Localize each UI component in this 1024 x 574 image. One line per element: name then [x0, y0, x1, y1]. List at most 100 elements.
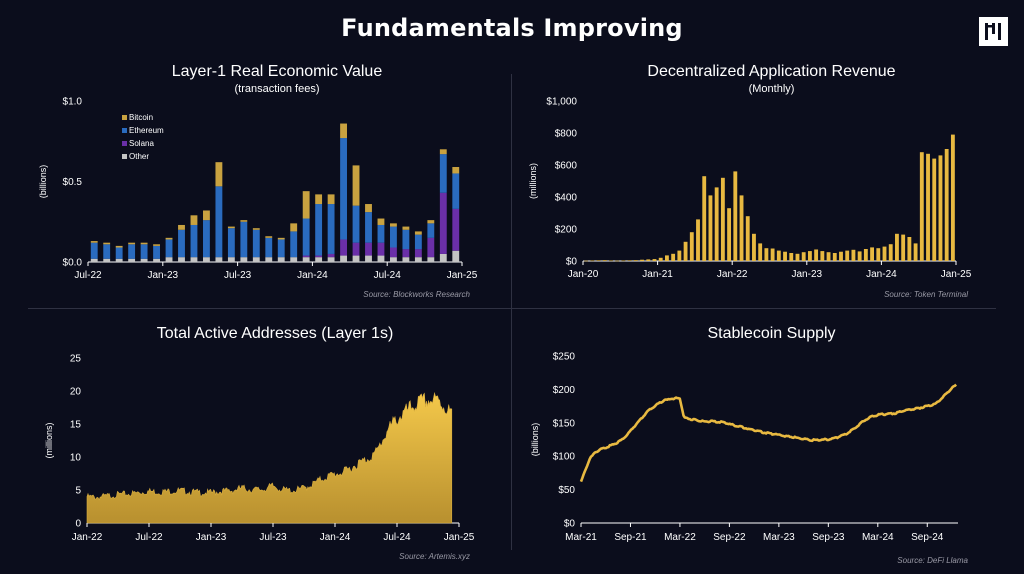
x-tick-label: Jul-22 [135, 532, 163, 543]
bar-bitcoin [227, 226, 235, 229]
legend-label-solana: Solana [129, 139, 154, 148]
bar-other [190, 257, 198, 262]
bar-other [439, 253, 447, 262]
bar-bitcoin [414, 231, 422, 235]
revenue-bar [870, 247, 875, 261]
x-tick-label: Jan-25 [444, 532, 475, 543]
bar-ethereum [365, 212, 372, 243]
bar-other [265, 257, 273, 262]
chart-active-addresses: Total Active Addresses (Layer 1s) (millio… [44, 325, 475, 561]
bar-bitcoin [265, 236, 273, 238]
y-tick-label: 10 [70, 453, 82, 464]
bar-solana [390, 247, 397, 258]
bar-other [290, 257, 298, 262]
bar-other [128, 258, 136, 262]
bar-bitcoin [165, 237, 173, 240]
bar-ethereum [340, 138, 347, 240]
bar-ethereum [352, 205, 360, 243]
bar-ethereum [103, 244, 111, 259]
bar-ethereum [115, 247, 123, 259]
revenue-bar [932, 158, 937, 261]
bar-ethereum [153, 245, 160, 259]
chart-title: Decentralized Application Revenue [647, 63, 895, 80]
bar-bitcoin [439, 149, 447, 155]
bar-bitcoin [252, 228, 260, 230]
y-tick-label: 25 [70, 354, 82, 365]
bar-solana [414, 249, 422, 258]
revenue-bar [814, 249, 819, 261]
source-note: Source: Artemis.xyz [399, 552, 470, 561]
y-tick-label: $200 [555, 225, 578, 236]
y-tick-label: $800 [555, 129, 578, 140]
chart-dapp-revenue: Decentralized Application Revenue (Monthl… [528, 63, 972, 299]
y-tick-label: $0.5 [63, 177, 83, 188]
revenue-bar [926, 153, 930, 261]
revenue-bar [727, 208, 732, 261]
revenue-bar [907, 237, 912, 261]
x-tick-label: Sep-22 [713, 532, 746, 543]
revenue-bar [876, 248, 881, 261]
bar-other [414, 257, 422, 262]
page-title: Fundamentals Improving [341, 14, 683, 42]
revenue-bar [938, 155, 943, 261]
chart-subtitle: (transaction fees) [235, 83, 320, 95]
revenue-bar [783, 251, 787, 261]
active-addresses-area [86, 391, 453, 524]
horizontal-divider [28, 308, 996, 309]
x-tick-label: Jan-20 [568, 269, 599, 280]
revenue-bar [683, 241, 688, 261]
y-tick-label: $250 [553, 352, 576, 363]
bar-ethereum [203, 220, 210, 258]
bar-ethereum [427, 223, 435, 238]
chart-l1-value: Layer-1 Real Economic Value (transaction … [38, 63, 478, 299]
bar-bitcoin [90, 241, 98, 243]
bar-ethereum [414, 234, 422, 250]
y-tick-label: $600 [555, 161, 578, 172]
revenue-bar [702, 176, 707, 261]
bar-ethereum [215, 186, 223, 258]
bar-ethereum [165, 239, 173, 258]
bar-solana [439, 192, 447, 254]
x-tick-label: Mar-23 [763, 532, 795, 543]
y-tick-label: $150 [553, 418, 576, 429]
revenue-bar [646, 259, 651, 261]
bar-other [165, 257, 173, 262]
revenue-bar [857, 251, 862, 261]
x-tick-label: Jan-25 [447, 270, 478, 281]
bar-ethereum [302, 218, 310, 256]
bar-ethereum [90, 242, 98, 259]
bar-other [390, 257, 397, 262]
x-tick-label: Mar-21 [565, 532, 597, 543]
bar-bitcoin [178, 224, 185, 230]
bar-bitcoin [352, 165, 360, 206]
bar-other [277, 257, 285, 262]
bar-other [203, 257, 210, 262]
y-tick-label: 20 [70, 387, 82, 398]
revenue-bar [901, 234, 906, 261]
bar-other [365, 255, 372, 262]
y-tick-label: $100 [553, 452, 576, 463]
y-axis-label: (billions) [38, 165, 48, 199]
y-tick-label: $0 [564, 519, 576, 530]
legend-swatch-bitcoin [122, 115, 127, 120]
bar-ethereum [390, 226, 397, 248]
bar-other [340, 255, 347, 262]
bar-ethereum [265, 237, 273, 258]
bar-bitcoin [290, 223, 298, 232]
bar-solana [452, 208, 460, 251]
bar-ethereum [402, 229, 410, 250]
y-axis-label: (millions) [44, 422, 54, 458]
bar-bitcoin [277, 237, 285, 240]
y-tick-label: $1,000 [546, 97, 577, 108]
revenue-bar [919, 152, 924, 261]
y-tick-label: $200 [553, 385, 576, 396]
revenue-bar [832, 253, 837, 261]
bar-bitcoin [315, 194, 323, 205]
bar-bitcoin [215, 162, 223, 187]
x-tick-label: Jan-25 [941, 269, 972, 280]
revenue-bar [882, 246, 887, 261]
revenue-bar [733, 171, 738, 261]
bar-other [153, 258, 160, 262]
bar-ethereum [227, 228, 235, 258]
